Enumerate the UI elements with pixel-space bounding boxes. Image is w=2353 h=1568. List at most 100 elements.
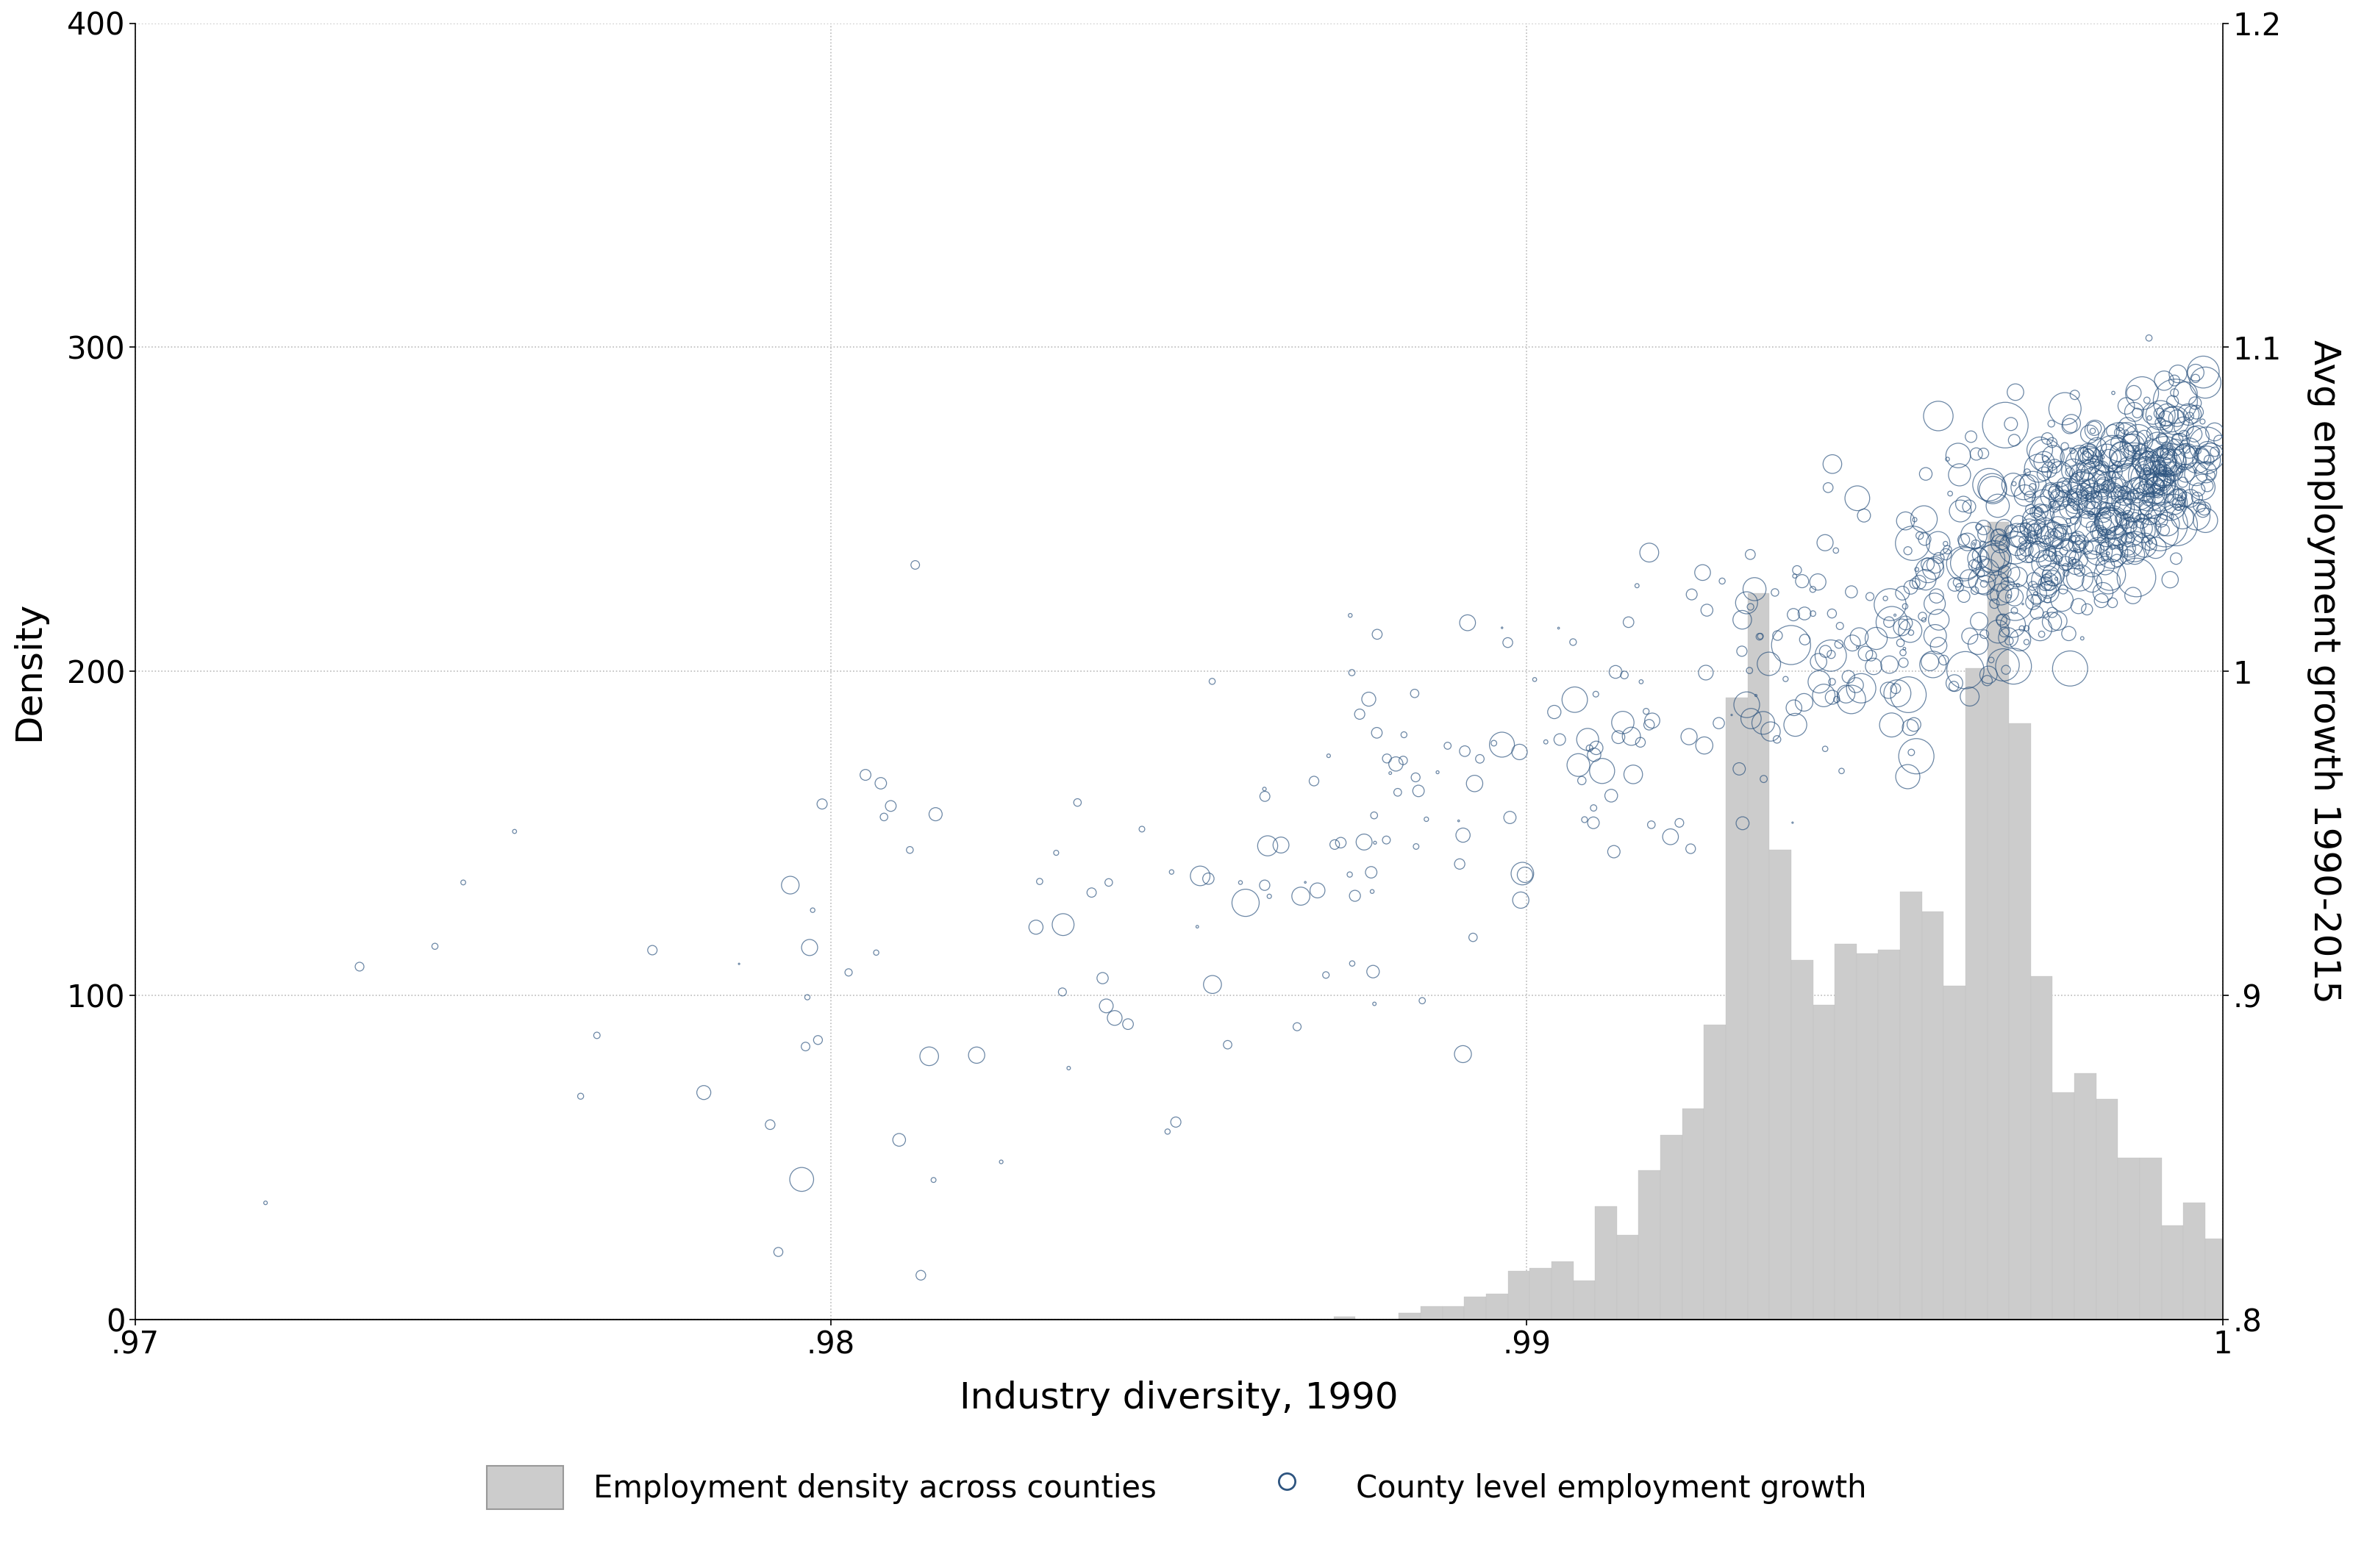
Point: [2113, 441, 2151, 466]
Point: [2115, 483, 2153, 508]
Point: [2144, 458, 2181, 483]
Point: [1355, 803, 1393, 828]
Point: [2160, 430, 2198, 455]
Point: [786, 1033, 824, 1058]
Point: [1995, 472, 2033, 497]
Point: [2045, 577, 2082, 602]
Point: [2137, 475, 2174, 500]
Point: [2068, 442, 2106, 467]
Point: [915, 1168, 953, 1193]
Point: [2052, 445, 2089, 470]
Point: [2026, 447, 2064, 472]
Point: [2094, 590, 2132, 615]
Point: [2005, 524, 2042, 549]
Point: [1897, 743, 1934, 768]
Point: [1574, 742, 1612, 767]
Point: [2019, 539, 2057, 564]
Point: [1946, 527, 1984, 552]
Point: [1245, 776, 1282, 801]
Point: [2101, 414, 2139, 439]
Point: [1574, 795, 1612, 820]
Point: [2165, 488, 2202, 513]
Point: [2160, 361, 2198, 386]
Point: [1995, 535, 2033, 560]
Point: [2035, 480, 2073, 505]
Point: [1894, 530, 1932, 555]
Point: [2146, 517, 2184, 543]
Point: [2177, 458, 2214, 483]
Point: [1889, 682, 1927, 707]
Point: [1562, 768, 1600, 793]
Point: [2137, 466, 2174, 491]
Point: [2129, 466, 2167, 491]
Point: [1334, 950, 1372, 975]
Point: [2049, 508, 2087, 533]
Point: [1899, 557, 1937, 582]
Point: [1021, 869, 1059, 894]
Point: [2073, 514, 2111, 539]
Point: [2118, 483, 2155, 508]
Point: [2125, 517, 2162, 543]
Point: [1965, 532, 2002, 557]
Point: [2181, 494, 2219, 519]
Point: [1974, 478, 2012, 503]
Point: [1887, 594, 1925, 619]
Point: [2144, 439, 2181, 464]
Point: [1073, 880, 1111, 905]
Point: [2061, 483, 2099, 508]
Point: [1953, 423, 1991, 448]
Point: [1929, 538, 1967, 563]
Point: [1838, 635, 1875, 660]
Point: [2111, 430, 2148, 455]
Point: [1967, 572, 2005, 597]
Point: [1960, 546, 1998, 571]
Point: [2122, 506, 2160, 532]
Point: [2118, 505, 2155, 530]
Bar: [1704, 1024, 1725, 1320]
Point: [2129, 486, 2167, 511]
Point: [2111, 519, 2148, 544]
Point: [1951, 566, 1988, 591]
Point: [1920, 403, 1958, 428]
Point: [1814, 601, 1852, 626]
Bar: [1400, 1312, 1421, 1320]
Point: [2155, 379, 2193, 405]
Point: [2075, 461, 2113, 486]
Point: [2087, 554, 2125, 579]
Point: [2026, 549, 2064, 574]
Point: [2162, 483, 2200, 508]
Point: [1355, 829, 1393, 855]
Point: [2038, 544, 2075, 569]
Point: [1774, 695, 1812, 720]
Point: [2007, 483, 2045, 508]
Point: [1609, 610, 1647, 635]
Point: [2101, 420, 2139, 445]
Point: [2026, 528, 2064, 554]
Point: [918, 801, 955, 826]
Bar: [2184, 1203, 2205, 1320]
Point: [2186, 370, 2224, 395]
Point: [2061, 464, 2099, 489]
Point: [2148, 439, 2186, 464]
Point: [2054, 458, 2092, 483]
Point: [2040, 525, 2078, 550]
Point: [2031, 543, 2068, 568]
Bar: [2162, 1226, 2184, 1320]
Point: [2111, 536, 2148, 561]
Point: [1986, 657, 2024, 682]
Point: [1995, 585, 2033, 610]
Point: [2177, 503, 2214, 528]
Point: [2111, 469, 2148, 494]
Point: [2125, 448, 2162, 474]
Point: [2082, 588, 2120, 613]
Point: [1786, 690, 1824, 715]
Point: [1819, 687, 1857, 712]
Point: [2040, 488, 2078, 513]
Point: [1941, 463, 1979, 488]
Point: [1821, 632, 1859, 657]
Point: [2009, 539, 2047, 564]
Point: [2033, 566, 2071, 591]
Point: [2085, 508, 2122, 533]
Point: [1857, 626, 1894, 651]
Point: [2097, 459, 2134, 485]
